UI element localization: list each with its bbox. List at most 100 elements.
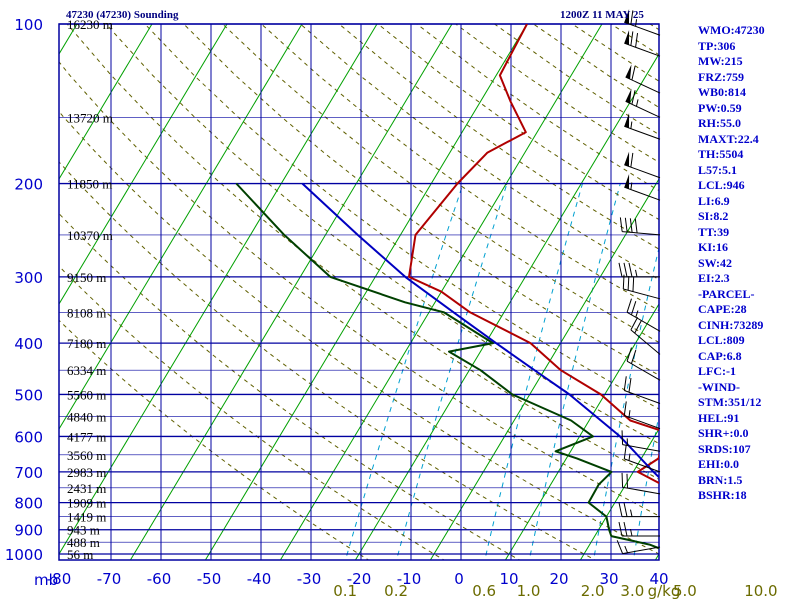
barb-half-flag: [630, 121, 633, 129]
index-item: RH:55.0: [698, 116, 741, 130]
dry-adiabat: [59, 61, 659, 517]
height-label: 13720 m: [67, 110, 113, 125]
barb-pennant: [625, 64, 632, 80]
barb-flag: [634, 218, 638, 233]
isotherm-line: [59, 24, 228, 305]
barb-flag: [623, 444, 627, 459]
index-item: KI:16: [698, 240, 728, 254]
barb-staff: [625, 76, 661, 94]
height-label: 2431 m: [67, 481, 106, 496]
barb-half-flag: [628, 410, 631, 418]
temperature-tick-label: -30: [297, 570, 322, 588]
temperature-tick-label: 40: [649, 570, 668, 588]
isotherm-line: [429, 178, 659, 560]
barb-staff: [624, 415, 661, 430]
dry-adiabat: [59, 319, 370, 560]
dry-adiabat: [59, 212, 521, 560]
wind-barb: [625, 64, 661, 94]
dry-adiabat: [571, 24, 659, 82]
dry-adiabats: [59, 24, 659, 560]
mixing-ratio-line: [632, 412, 659, 560]
index-item: PW:0.59: [698, 100, 742, 115]
height-label: 6334 m: [67, 363, 106, 378]
height-label: 2983 m: [67, 465, 106, 480]
barb-pennant: [624, 113, 630, 128]
index-item: BRN:1.5: [698, 472, 743, 487]
barb-flag: [626, 347, 632, 362]
mixing-ratio-line: [528, 183, 621, 560]
barb-flag: [618, 262, 623, 277]
barb-half-flag: [630, 528, 633, 537]
wind-barb: [623, 401, 661, 430]
temperature-tick-label: -10: [397, 570, 422, 588]
mixing-ratio-line: [395, 183, 508, 560]
isotherm-line: [129, 24, 453, 560]
index-item: LCL:946: [698, 178, 745, 192]
temperature-tick-label: -80: [47, 570, 72, 588]
index-item: SW:42: [698, 255, 733, 270]
mixing-ratio-axis: 0.10.20.61.02.03.05.010.020.040.0g/kg: [333, 582, 777, 600]
barb-half-flag: [635, 19, 638, 27]
dry-adiabat: [105, 24, 659, 445]
station-title: 47230 (47230) Sounding: [66, 9, 179, 21]
barb-staff: [622, 444, 661, 452]
barb-half-flag: [624, 545, 628, 553]
index-item: -PARCEL-: [698, 286, 755, 301]
mixing-ratio-tick-label: 10.0: [744, 582, 777, 600]
dry-adiabat: [59, 161, 597, 560]
mixing-ratio-tick-label: 0.1: [333, 582, 357, 600]
pressure-tick-label: 1000: [5, 546, 43, 564]
index-item: CAP:6.8: [698, 348, 742, 363]
pressure-tick-label: 800: [14, 495, 43, 513]
barb-flag: [623, 262, 628, 277]
barb-flag: [616, 540, 624, 554]
index-item: STM:351/12: [698, 395, 762, 409]
barb-flag: [621, 472, 624, 488]
isotherm-line: [579, 428, 659, 560]
isotherm-line: [59, 24, 378, 556]
barb-flag: [627, 275, 630, 291]
parcel-line: [301, 182, 659, 479]
dry-adiabat: [66, 24, 659, 480]
sounding-time: 1200Z 11 MAY 25: [560, 9, 644, 21]
mixing-ratio-line: [344, 183, 464, 560]
pressure-tick-label: 900: [14, 522, 43, 540]
pressure-tick-label: 500: [14, 386, 43, 404]
barb-staff: [624, 186, 661, 201]
barb-staff: [626, 311, 661, 332]
index-item: MW:215: [698, 54, 743, 68]
height-label: 1909 m: [67, 496, 106, 511]
index-item: LI:6.9: [698, 193, 730, 208]
barb-flag: [631, 65, 636, 81]
index-item: -WIND-: [698, 379, 740, 394]
barb-staff: [624, 42, 661, 57]
barb-flag: [630, 152, 634, 168]
mixing-ratio-tick-label: 5.0: [673, 582, 697, 600]
barb-flag: [630, 301, 637, 315]
barb-staff: [624, 164, 661, 179]
temperature-tick-label: -60: [147, 570, 172, 588]
height-label: 3560 m: [67, 448, 106, 463]
temperature-tick-label: -40: [247, 570, 272, 588]
isotherm-line: [279, 24, 603, 560]
barb-flag: [621, 430, 624, 445]
isotherm-line: [504, 303, 659, 560]
mixing-ratio-unit: g/kg: [648, 582, 681, 600]
height-label: 56 m: [67, 547, 93, 562]
barb-staff: [622, 231, 661, 236]
dry-adiabat: [59, 265, 446, 560]
height-label: 4177 m: [67, 429, 106, 444]
height-label: 943 m: [67, 523, 100, 538]
temperature-tick-label: 20: [549, 570, 568, 588]
pressure-labels: 100 200 300 400 500 600 700 800 900 1000: [5, 16, 43, 564]
barb-flag: [618, 521, 623, 537]
wind-barb: [624, 174, 661, 201]
isotherm-line: [59, 24, 303, 430]
barb-flag: [634, 320, 642, 334]
barb-flag: [619, 217, 623, 232]
barb-flag: [628, 262, 633, 277]
mixing-ratio-tick-label: 0.6: [472, 582, 496, 600]
index-item: WB0:814: [698, 85, 746, 99]
index-item: WMO:47230: [698, 23, 765, 37]
height-label: 9150 m: [67, 270, 106, 285]
